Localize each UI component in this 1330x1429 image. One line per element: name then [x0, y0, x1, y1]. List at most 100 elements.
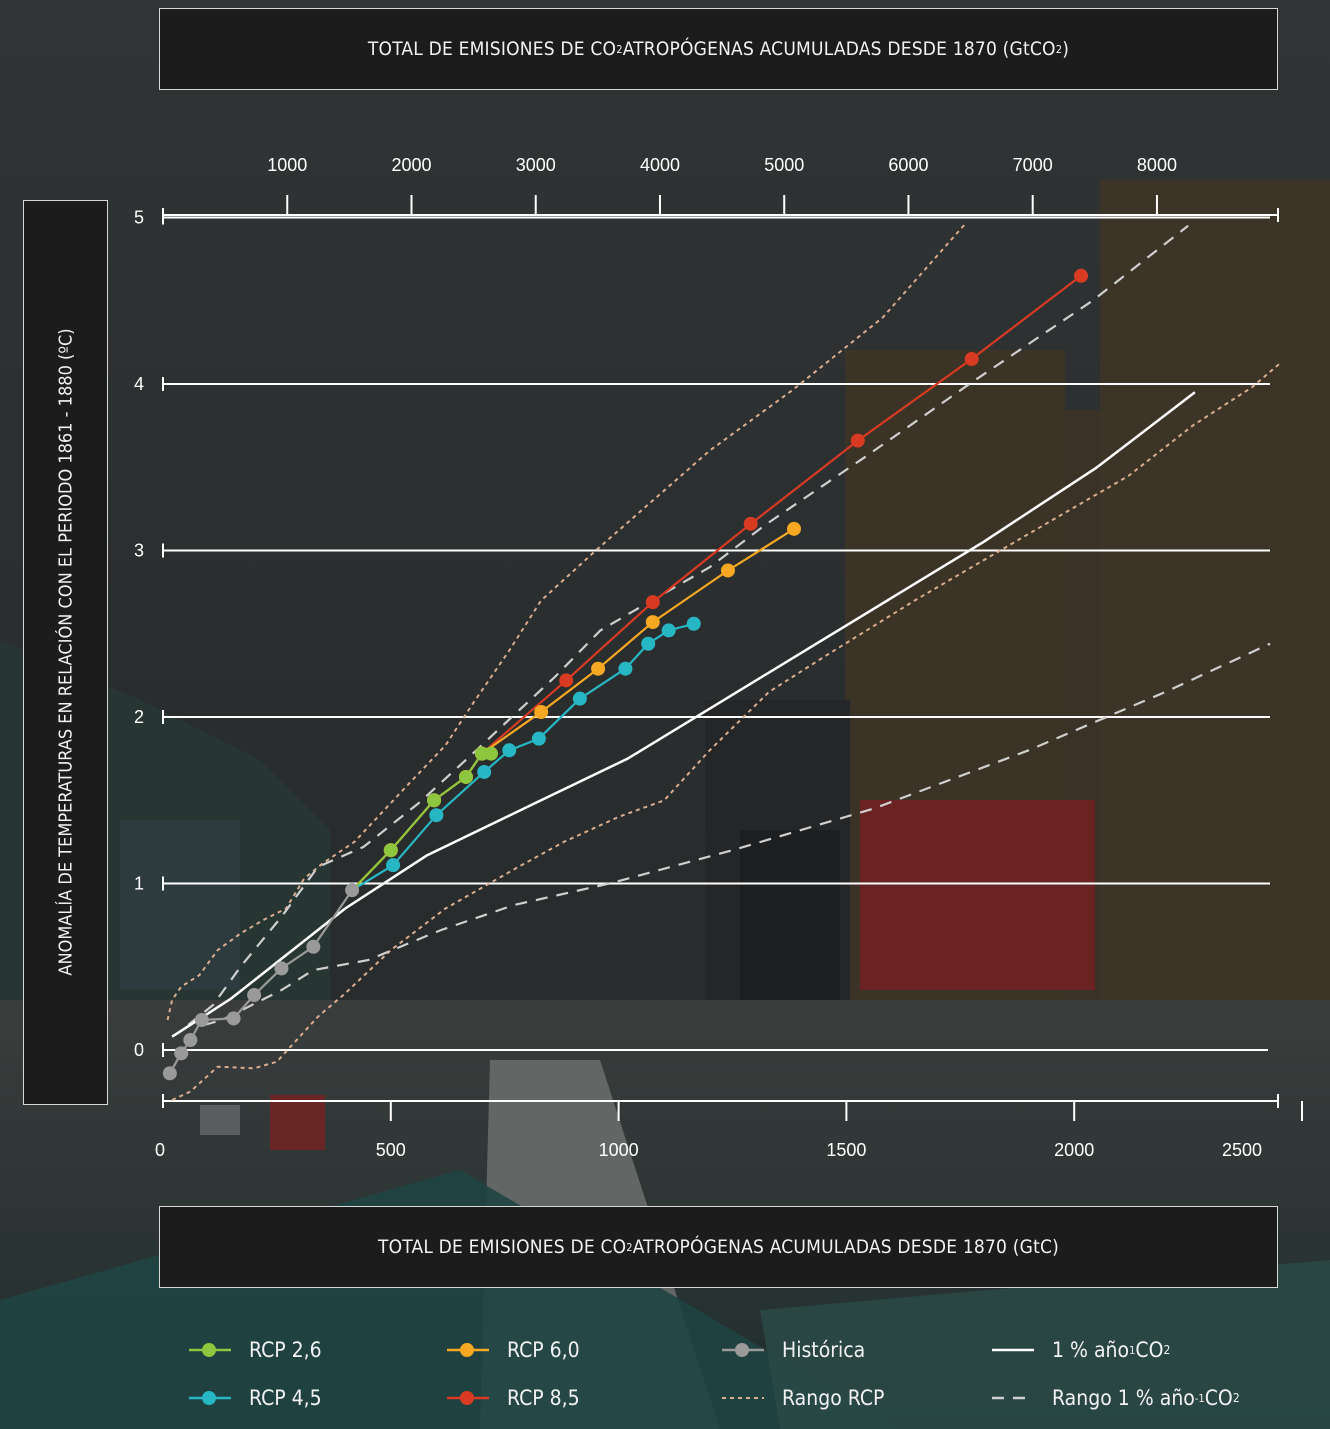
y-tick-label-4: 4 — [134, 374, 144, 394]
historical-point — [226, 1011, 241, 1026]
top-tick-label-4000: 4000 — [640, 155, 680, 175]
rcp26-point — [427, 793, 442, 808]
top-tick-label-2000: 2000 — [391, 155, 431, 175]
marker-layer — [162, 268, 1089, 1081]
rcp45-point — [386, 858, 401, 873]
rcp85-point — [559, 673, 574, 688]
legend-label: Rango RCP — [782, 1386, 885, 1410]
legend-label: Rango 1 % año — [1052, 1386, 1195, 1410]
historical-point — [274, 961, 289, 976]
top-axis-title-prefix: TOTAL DE EMISIONES DE CO — [367, 38, 617, 60]
legend-label: RCP 6,0 — [507, 1338, 580, 1362]
historical-point — [345, 883, 360, 898]
historical-point — [183, 1033, 198, 1048]
bottom-tick-label-2500: 2500 — [1222, 1140, 1262, 1160]
y-tick-label-1: 1 — [134, 874, 144, 894]
legend-item-rcp85: RCP 8,5 — [445, 1383, 580, 1413]
rcp45-point — [477, 764, 492, 779]
top-axis-title-sub: 2 — [616, 42, 623, 56]
top-tick-label-3000: 3000 — [516, 155, 556, 175]
legend-symbol — [189, 1343, 231, 1357]
rcp85-line — [351, 274, 1082, 891]
bottom-axis-title-sub: 2 — [626, 1240, 633, 1254]
legend-item-range_pct1: Rango 1 % año -1 CO 2 — [990, 1383, 1240, 1413]
legend-item-rcp60: RCP 6,0 — [445, 1335, 580, 1365]
range_rcp-lower-line — [171, 363, 1280, 1101]
bottom-tick-label-1000: 1000 — [599, 1140, 639, 1160]
rcp60-point — [787, 521, 802, 536]
pct1-line — [171, 391, 1196, 1038]
legend-item-pct1: 1 % año 1 CO 2 — [990, 1335, 1170, 1365]
bottom-axis-title-prefix: TOTAL DE EMISIONES DE CO — [378, 1236, 627, 1258]
rcp26-point — [383, 843, 398, 858]
y-tick-label-5: 5 — [134, 208, 144, 228]
legend-label-sub: 2 — [1163, 1343, 1171, 1357]
rcp45-point — [641, 636, 656, 651]
range-layer — [166, 223, 1280, 1101]
top-tick-label-8000: 8000 — [1137, 155, 1177, 175]
legend-label: RCP 4,5 — [249, 1386, 322, 1410]
historical-point — [247, 988, 262, 1003]
rcp60-point — [534, 705, 549, 720]
legend-item-rcp26: RCP 2,6 — [187, 1335, 322, 1365]
rcp45-point — [531, 731, 546, 746]
rcp45-line — [351, 622, 695, 892]
rcp60-point — [591, 661, 606, 676]
historical-point — [194, 1013, 209, 1028]
series-layer — [168, 274, 1196, 1074]
bottom-tick-label-500: 500 — [376, 1140, 406, 1160]
legend-symbol — [189, 1391, 231, 1405]
bottom-axis-title-suffix: ATROPÓGENAS ACUMULADAS DESDE 1870 (GtC) — [632, 1236, 1059, 1258]
rcp45-point — [661, 623, 676, 638]
legend-label-sup: -1 — [1194, 1391, 1205, 1405]
rcp45-point — [572, 691, 587, 706]
top-tick-label-7000: 7000 — [1013, 155, 1053, 175]
historical-point — [306, 939, 321, 954]
top-axis-title: TOTAL DE EMISIONES DE CO 2 ATROPÓGENAS AC… — [159, 8, 1278, 90]
legend-symbol — [992, 1396, 1034, 1400]
legend-label-tail: CO — [1135, 1338, 1164, 1362]
legend-label: Histórica — [782, 1338, 866, 1362]
range_pct1-lower-line — [203, 642, 1271, 1027]
top-axis-title-sub2: 2 — [1055, 42, 1063, 56]
legend-symbol — [447, 1343, 489, 1357]
legend-symbol — [722, 1343, 764, 1357]
legend-item-rcp45: RCP 4,5 — [187, 1383, 322, 1413]
axes-layer: 0 1 2 3 4 5 1000 2000 3000 4000 5000 6000 7000 8000 0 5… — [134, 155, 1303, 1160]
rcp85-point — [964, 352, 979, 367]
grid-layer — [162, 210, 1270, 1057]
legend-item-range_rcp: Rango RCP — [720, 1383, 884, 1413]
historical-point — [162, 1066, 177, 1081]
bottom-tick-label-2000: 2000 — [1054, 1140, 1094, 1160]
historical-line — [168, 889, 354, 1074]
rcp45-point — [618, 661, 633, 676]
chart-plot: 0 1 2 3 4 5 1000 2000 3000 4000 5000 6000 7000 8000 0 5… — [134, 155, 1303, 1160]
y-tick-label-2: 2 — [134, 707, 144, 727]
rcp45-point — [686, 616, 701, 631]
top-axis-title-suffix: ) — [1062, 38, 1070, 60]
legend-label: RCP 2,6 — [249, 1338, 322, 1362]
rcp60-point — [645, 615, 660, 630]
y-axis-title-box — [23, 200, 108, 1105]
top-tick-label-5000: 5000 — [764, 155, 804, 175]
legend-label: 1 % año — [1052, 1338, 1130, 1362]
rcp26-point — [484, 746, 499, 761]
rcp26-point — [458, 769, 473, 784]
bottom-tick-label-1500: 1500 — [826, 1140, 866, 1160]
bottom-tick-label-0: 0 — [155, 1140, 165, 1160]
legend-symbol — [992, 1348, 1034, 1352]
bottom-axis-title: TOTAL DE EMISIONES DE CO 2 ATROPÓGENAS AC… — [159, 1206, 1278, 1288]
rcp45-point — [429, 808, 444, 823]
rcp85-point — [1074, 268, 1089, 283]
legend-symbol — [447, 1391, 489, 1405]
rcp45-point — [502, 743, 517, 758]
rcp85-point — [645, 595, 660, 610]
legend-label-sub: 2 — [1232, 1391, 1240, 1405]
rcp85-point — [743, 516, 758, 531]
rcp60-point — [720, 563, 735, 578]
rcp85-point — [850, 433, 865, 448]
top-tick-label-1000: 1000 — [267, 155, 307, 175]
top-axis-title-middle: ATROPÓGENAS ACUMULADAS DESDE 1870 (GtCO — [622, 38, 1056, 60]
range_rcp-upper-line — [166, 223, 966, 1021]
legend-label-tail: CO — [1204, 1386, 1233, 1410]
